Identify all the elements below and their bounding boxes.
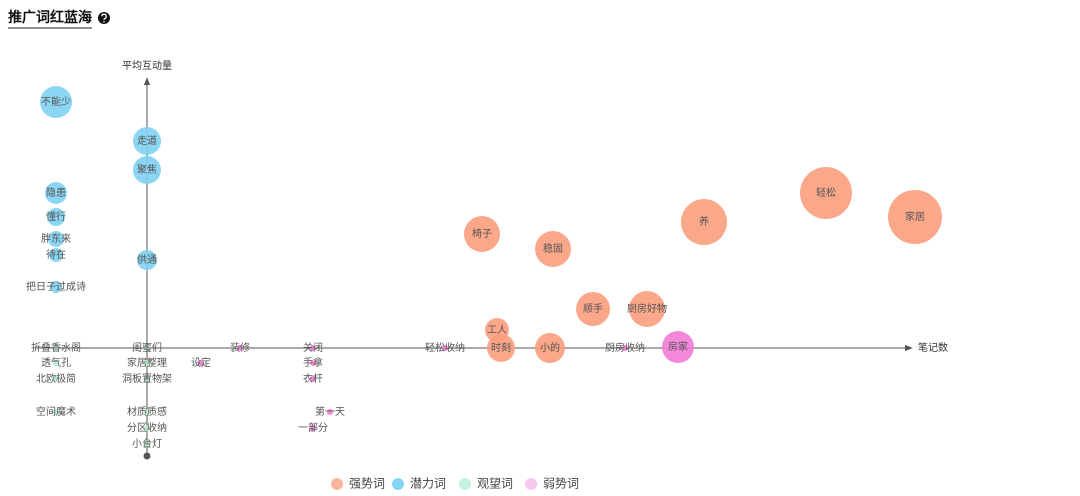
bubble [464, 216, 500, 252]
bubble [144, 376, 150, 382]
bubble-label: 厨房收纳 [605, 341, 645, 354]
bubble-label: 时刻 [491, 341, 511, 354]
bubble [681, 199, 727, 245]
bubble [535, 231, 571, 267]
bubble [53, 409, 59, 415]
x-axis-label: 笔记数 [918, 341, 948, 354]
chart-title: 推广词红蓝海 [8, 9, 92, 26]
bubble [310, 345, 316, 351]
bubble [198, 360, 204, 366]
bubble-label: 小的 [540, 341, 560, 354]
bubble-label: 一部分 [298, 421, 328, 434]
bubble [310, 376, 316, 382]
bubble-label: 不能少 [41, 95, 71, 108]
y-axis-origin-dot [143, 452, 151, 460]
bubble [800, 167, 852, 219]
bubble [622, 345, 628, 351]
bubble-label: 轻松收纳 [425, 341, 465, 354]
bubble-label: 厨房好物 [627, 302, 667, 315]
bubble [133, 127, 161, 155]
bubble-label: 家居 [905, 210, 925, 223]
bubble [53, 345, 59, 351]
bubble [144, 441, 150, 447]
y-axis-label: 平均互动量 [122, 60, 172, 72]
legend-item[interactable]: 观望词 [459, 477, 513, 491]
bubble-label: 材质质感 [127, 405, 167, 418]
bubble-label: 轻松 [816, 186, 836, 199]
legend-swatch [459, 478, 471, 490]
bubble-label: 洞板置物架 [122, 372, 172, 385]
bubble [144, 425, 150, 431]
bubble-label: 养 [699, 215, 709, 228]
legend-label: 弱势词 [543, 477, 579, 491]
bubble [442, 345, 448, 351]
bubble [144, 345, 150, 351]
bubble-label: 聚焦 [137, 163, 157, 176]
bubble-label: 关闭 [303, 341, 323, 354]
bubble-label: 待在 [46, 248, 66, 261]
bubble [49, 248, 63, 262]
bubble [629, 291, 665, 327]
legend-item[interactable]: 强势词 [331, 477, 385, 491]
bubble [310, 425, 316, 431]
legend-swatch [392, 478, 404, 490]
bubble [327, 409, 333, 415]
bubble-label: 衣杆 [303, 372, 323, 385]
bubble [137, 250, 157, 270]
bubble [133, 156, 161, 184]
bubble [50, 281, 62, 293]
bubble-label: 懂行 [46, 210, 66, 223]
bubble-label: 折叠香水阁 [31, 341, 81, 354]
bubble-label: 北欧极简 [36, 372, 76, 385]
legend-item[interactable]: 潜力词 [392, 477, 446, 491]
bubble [144, 409, 150, 415]
bubble-label: 走道 [137, 134, 157, 147]
legend-label: 潜力词 [410, 477, 446, 491]
bubble [487, 334, 515, 362]
bubble-label: 闺蜜们 [132, 341, 162, 354]
bubble-label: 胖东来 [41, 232, 71, 245]
bubble-label: 隐患 [46, 187, 66, 199]
legend-swatch [331, 478, 343, 490]
bubble [144, 360, 150, 366]
bubble-label: 分区收纳 [127, 421, 167, 434]
bubble-label: 稳固 [543, 242, 563, 255]
bubble [888, 190, 942, 244]
bubble-label: 第一天 [315, 405, 345, 418]
bubble-label: 透气孔 [41, 356, 71, 369]
bubble [48, 231, 64, 247]
bubble [47, 208, 65, 226]
bubble-label: 工人 [487, 324, 507, 336]
bubble-label: 空间魔术 [36, 405, 76, 418]
bubble-label: 顺手 [583, 302, 603, 315]
bubble-label: 装修 [230, 341, 250, 354]
bubble-label: 把日子过成诗 [26, 280, 86, 293]
bubble [310, 360, 316, 366]
bubble [40, 86, 72, 118]
bubble [535, 333, 565, 363]
legend-label: 观望词 [477, 477, 513, 491]
bubble [576, 292, 610, 326]
bubble [53, 360, 59, 366]
bubble [45, 182, 67, 204]
bubble [53, 376, 59, 382]
bubble-label: 设定 [191, 356, 211, 369]
legend-label: 强势词 [349, 477, 385, 491]
bubble [237, 345, 243, 351]
bubble-label: 房家 [668, 340, 688, 353]
help-icon[interactable] [98, 12, 110, 24]
bubble-label: 家居整理 [127, 356, 167, 369]
bubble-label: 椅子 [472, 227, 492, 240]
legend-swatch [525, 478, 537, 490]
bubble-label: 小台灯 [132, 437, 162, 450]
bubble-label: 手拿 [303, 356, 323, 369]
bubble-label: 供通 [137, 253, 157, 266]
bubble [662, 331, 694, 363]
legend-item[interactable]: 弱势词 [525, 477, 579, 491]
